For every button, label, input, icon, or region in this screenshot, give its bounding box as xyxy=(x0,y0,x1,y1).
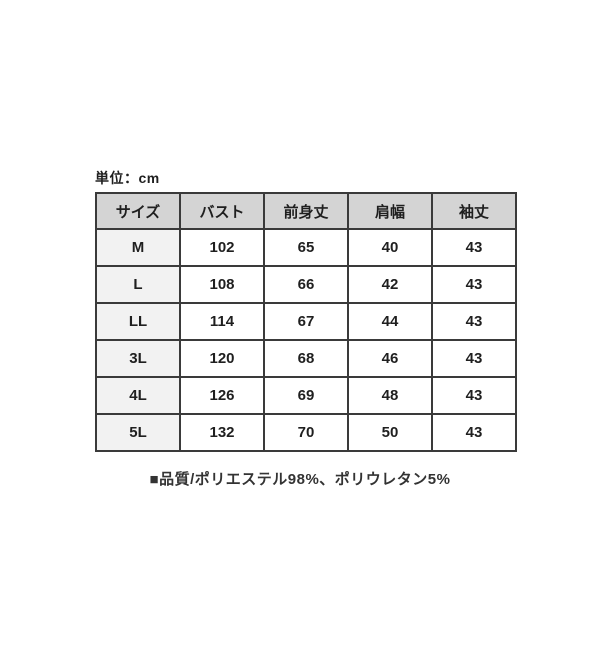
header-row: サイズ バスト 前身丈 肩幅 袖丈 xyxy=(95,192,517,230)
size-table: サイズ バスト 前身丈 肩幅 袖丈 M 102 65 40 43 L 108 66 42 43 LL 114 6… xyxy=(95,192,517,452)
size-cell: M xyxy=(95,228,181,267)
quality-note: ■品質/ポリエステル98%、ポリウレタン5% xyxy=(149,471,451,488)
column-header: サイズ xyxy=(95,192,181,230)
table-row: 5L 132 70 50 43 xyxy=(95,413,517,452)
size-cell: 5L xyxy=(95,413,181,452)
size-table-header: サイズ バスト 前身丈 肩幅 袖丈 xyxy=(95,192,517,230)
value-cell: 46 xyxy=(347,339,433,378)
value-cell: 50 xyxy=(347,413,433,452)
value-cell: 66 xyxy=(263,265,349,304)
table-row: L 108 66 42 43 xyxy=(95,265,517,304)
value-cell: 68 xyxy=(263,339,349,378)
size-cell: 3L xyxy=(95,339,181,378)
value-cell: 43 xyxy=(431,265,517,304)
size-cell: LL xyxy=(95,302,181,341)
value-cell: 44 xyxy=(347,302,433,341)
table-row: 3L 120 68 46 43 xyxy=(95,339,517,378)
value-cell: 48 xyxy=(347,376,433,415)
table-row: M 102 65 40 43 xyxy=(95,228,517,267)
unit-label: 単位：cm xyxy=(95,170,160,186)
value-cell: 70 xyxy=(263,413,349,452)
value-cell: 42 xyxy=(347,265,433,304)
table-row: 4L 126 69 48 43 xyxy=(95,376,517,415)
column-header: バスト xyxy=(179,192,265,230)
column-header: 前身丈 xyxy=(263,192,349,230)
column-header: 袖丈 xyxy=(431,192,517,230)
value-cell: 114 xyxy=(179,302,265,341)
size-table-body: M 102 65 40 43 L 108 66 42 43 LL 114 67 44 43 3L 120 68 46… xyxy=(95,228,517,452)
size-cell: 4L xyxy=(95,376,181,415)
value-cell: 69 xyxy=(263,376,349,415)
table-row: LL 114 67 44 43 xyxy=(95,302,517,341)
value-cell: 126 xyxy=(179,376,265,415)
value-cell: 43 xyxy=(431,302,517,341)
value-cell: 120 xyxy=(179,339,265,378)
value-cell: 43 xyxy=(431,228,517,267)
size-cell: L xyxy=(95,265,181,304)
value-cell: 102 xyxy=(179,228,265,267)
value-cell: 65 xyxy=(263,228,349,267)
value-cell: 40 xyxy=(347,228,433,267)
value-cell: 108 xyxy=(179,265,265,304)
value-cell: 43 xyxy=(431,376,517,415)
value-cell: 43 xyxy=(431,339,517,378)
value-cell: 132 xyxy=(179,413,265,452)
value-cell: 67 xyxy=(263,302,349,341)
column-header: 肩幅 xyxy=(347,192,433,230)
value-cell: 43 xyxy=(431,413,517,452)
